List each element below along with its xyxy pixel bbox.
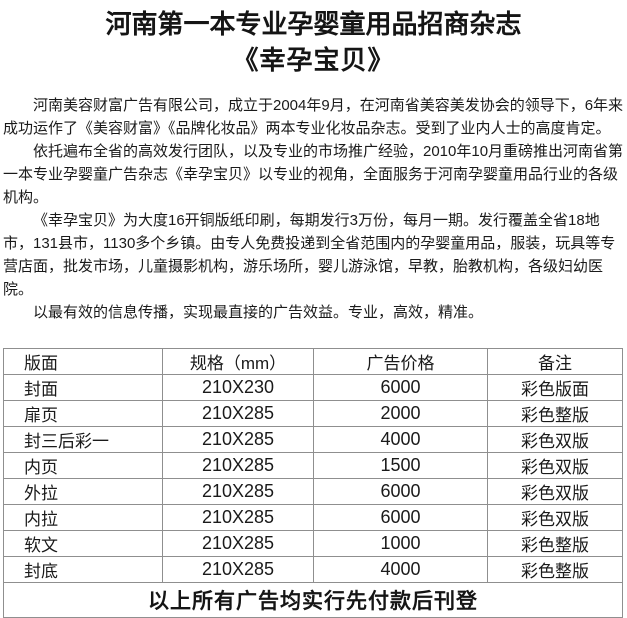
- cell-page: 封底: [3, 556, 163, 583]
- cell-spec: 210X285: [162, 426, 314, 453]
- cell-price: 6000: [313, 374, 488, 401]
- cell-note: 彩色双版: [487, 478, 623, 505]
- cell-note: 彩色双版: [487, 426, 623, 453]
- ad-rate-table: 版面 规格（mm） 广告价格 备注 封面 210X230 6000 彩色版面 扉…: [3, 348, 623, 618]
- cell-price: 6000: [313, 504, 488, 531]
- cell-page: 封三后彩一: [3, 426, 163, 453]
- payment-notice: 以上所有广告均实行先付款后刊登: [3, 582, 623, 618]
- intro-paragraph: 河南美容财富广告有限公司，成立于2004年9月，在河南省美容美发协会的领导下，6…: [3, 97, 624, 137]
- cell-page: 外拉: [3, 478, 163, 505]
- page-title: 河南第一本专业孕婴童用品招商杂志: [105, 9, 522, 39]
- cell-price: 4000: [313, 556, 488, 583]
- table-row: 软文 210X285 1000 彩色整版: [3, 530, 623, 557]
- cell-price: 4000: [313, 426, 488, 453]
- cell-price: 2000: [313, 400, 488, 427]
- cell-page: 封面: [3, 374, 163, 401]
- col-header-note: 备注: [487, 348, 623, 375]
- intro-paragraph: 《幸孕宝贝》为大度16开铜版纸印刷，每期发行3万份，每月一期。发行覆盖全省18地…: [3, 212, 616, 298]
- table-row: 封三后彩一 210X285 4000 彩色双版: [3, 426, 623, 453]
- cell-spec: 210X285: [162, 530, 314, 557]
- col-header-price: 广告价格: [313, 348, 488, 375]
- cell-spec: 210X230: [162, 374, 314, 401]
- col-header-page: 版面: [3, 348, 163, 375]
- table-row: 扉页 210X285 2000 彩色整版: [3, 400, 623, 427]
- cell-page: 内拉: [3, 504, 163, 531]
- table-row: 封面 210X230 6000 彩色版面: [3, 374, 623, 401]
- cell-price: 6000: [313, 478, 488, 505]
- cell-note: 彩色整版: [487, 556, 623, 583]
- col-header-spec: 规格（mm）: [162, 348, 314, 375]
- cell-page: 软文: [3, 530, 163, 557]
- table-row: 外拉 210X285 6000 彩色双版: [3, 478, 623, 505]
- table-header-row: 版面 规格（mm） 广告价格 备注: [3, 348, 623, 375]
- cell-price: 1500: [313, 452, 488, 479]
- table-footer-row: 以上所有广告均实行先付款后刊登: [3, 582, 623, 618]
- page-subtitle: 《幸孕宝贝》: [232, 45, 395, 75]
- cell-spec: 210X285: [162, 478, 314, 505]
- intro-paragraph: 依托遍布全省的高效发行团队，以及专业的市场推广经验，2010年10月重磅推出河南…: [3, 143, 624, 206]
- cell-note: 彩色整版: [487, 530, 623, 557]
- table-row: 封底 210X285 4000 彩色整版: [3, 556, 623, 583]
- intro-paragraph: 以最有效的信息传播，实现最直接的广告效益。专业，高效，精准。: [33, 304, 484, 321]
- intro-section: 河南美容财富广告有限公司，成立于2004年9月，在河南省美容美发协会的领导下，6…: [3, 94, 624, 324]
- cell-page: 扉页: [3, 400, 163, 427]
- cell-note: 彩色版面: [487, 374, 623, 401]
- cell-note: 彩色双版: [487, 504, 623, 531]
- cell-spec: 210X285: [162, 504, 314, 531]
- cell-price: 1000: [313, 530, 488, 557]
- cell-page: 内页: [3, 452, 163, 479]
- cell-spec: 210X285: [162, 400, 314, 427]
- cell-note: 彩色整版: [487, 400, 623, 427]
- table-row: 内页 210X285 1500 彩色双版: [3, 452, 623, 479]
- cell-spec: 210X285: [162, 556, 314, 583]
- cell-note: 彩色双版: [487, 452, 623, 479]
- table-row: 内拉 210X285 6000 彩色双版: [3, 504, 623, 531]
- cell-spec: 210X285: [162, 452, 314, 479]
- magazine-rate-card: 河南第一本专业孕婴童用品招商杂志 《幸孕宝贝》 河南美容财富广告有限公司，成立于…: [0, 8, 627, 618]
